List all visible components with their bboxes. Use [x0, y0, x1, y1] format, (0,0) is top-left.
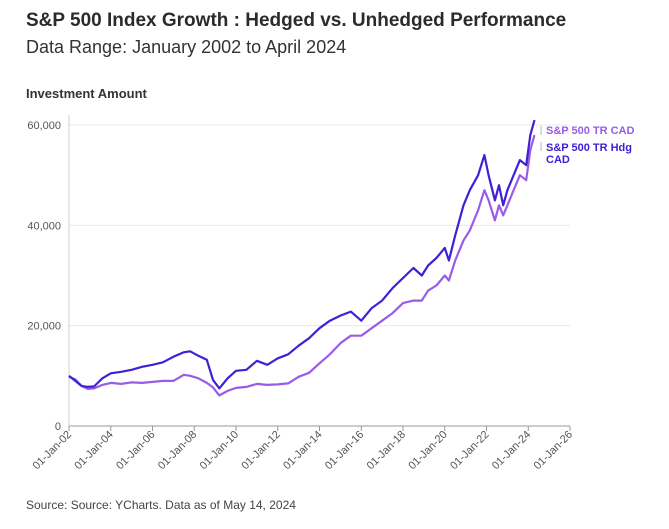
unhedged-series-line	[68, 134, 536, 397]
y-tick-label: 0	[55, 421, 61, 433]
y-axis-label: Investment Amount	[26, 86, 147, 101]
y-axis-ticks: 0 20,000 40,000 60,000	[27, 120, 61, 433]
legend-label-hedged: S&P 500 TR Hdg CAD	[546, 142, 632, 166]
y-tick-label: 40,000	[27, 220, 61, 232]
x-tick-label: 01-Jan-20	[406, 429, 450, 473]
y-tick-label: 60,000	[27, 120, 61, 132]
x-tick-label: 01-Jan-24	[490, 429, 534, 473]
x-tick-label: 01-Jan-22	[448, 429, 492, 473]
x-axis: 01-Jan-0201-Jan-0401-Jan-0601-Jan-0801-J…	[31, 115, 576, 473]
hedged-series-line	[68, 119, 536, 390]
x-tick-label: 01-Jan-18	[365, 429, 409, 473]
legend: S&P 500 TR CAD S&P 500 TR Hdg CAD	[540, 125, 634, 166]
x-tick-label: 01-Jan-04	[72, 429, 116, 473]
x-tick-label: 01-Jan-14	[281, 429, 325, 473]
x-tick-label: 01-Jan-02	[31, 429, 75, 473]
grid-lines	[69, 124, 570, 327]
chart-title: S&P 500 Index Growth : Hedged vs. Unhedg…	[26, 10, 567, 31]
chart-subtitle: Data Range: January 2002 to April 2024	[26, 37, 347, 57]
legend-label-unhedged: S&P 500 TR CAD	[546, 125, 634, 137]
x-tick-label: 01-Jan-16	[323, 429, 367, 473]
x-tick-label: 01-Jan-26	[532, 429, 576, 473]
x-tick-label: 01-Jan-08	[156, 429, 200, 473]
series-lines	[68, 119, 536, 397]
x-tick-label: 01-Jan-10	[198, 429, 242, 473]
y-tick-label: 20,000	[27, 321, 61, 333]
x-tick-label: 01-Jan-06	[114, 429, 158, 473]
x-tick-label: 01-Jan-12	[239, 429, 283, 473]
source-note: Source: Source: YCharts. Data as of May …	[26, 498, 296, 512]
